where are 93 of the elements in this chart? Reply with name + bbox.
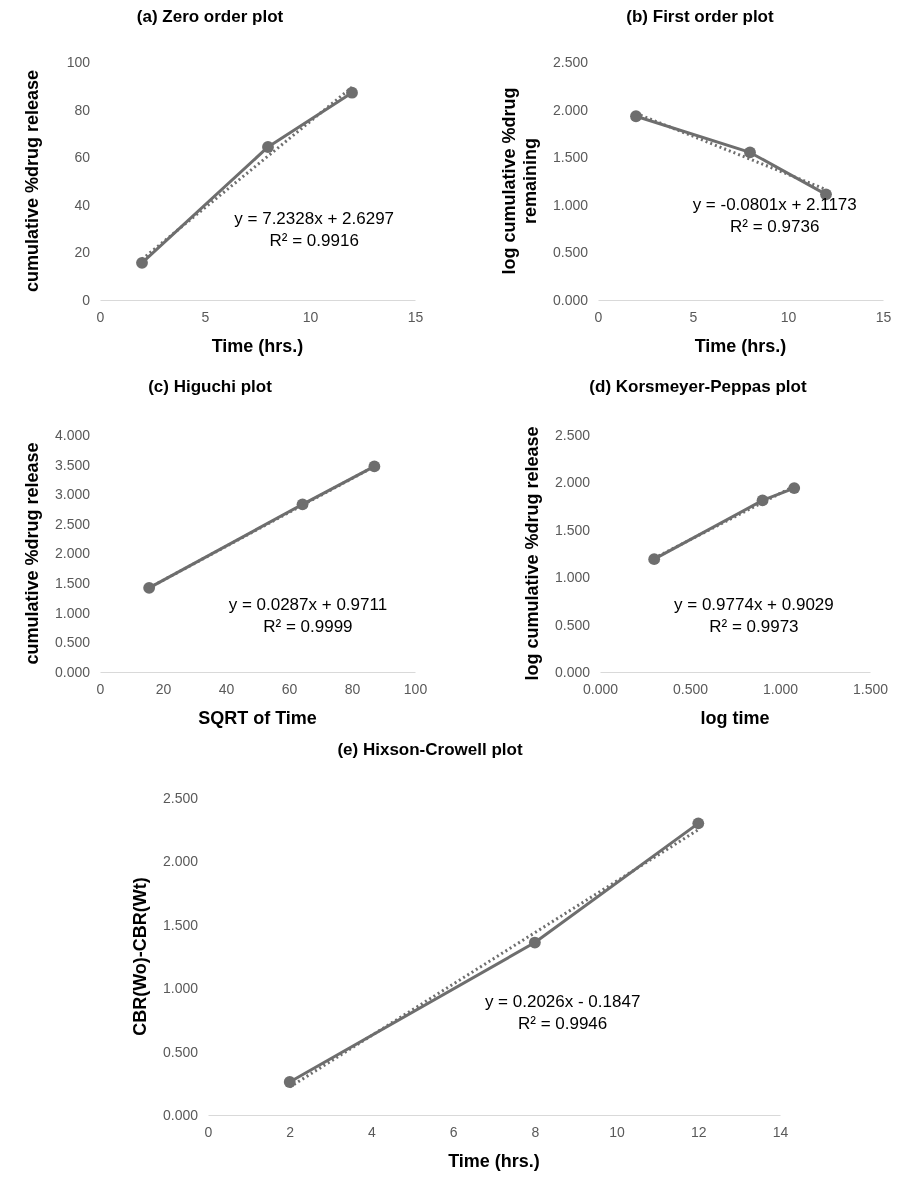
annotation: R² = 0.9736 bbox=[730, 216, 820, 236]
annotation: R² = 0.9973 bbox=[709, 617, 799, 637]
x-tick-label: 0 bbox=[594, 308, 603, 325]
x-tick-label: 5 bbox=[689, 308, 698, 325]
x-tick-label: 80 bbox=[344, 680, 361, 697]
y-axis-title: cumulative %drug release bbox=[22, 69, 42, 293]
y-tick-label: 100 bbox=[66, 53, 91, 70]
y-tick-label: 4.000 bbox=[54, 426, 91, 443]
x-tick-label: 10 bbox=[609, 1123, 626, 1140]
y-tick-label: 0.000 bbox=[162, 1106, 199, 1123]
y-tick-label: 1.500 bbox=[554, 521, 591, 538]
y-axis-title: log cumulative %drug release bbox=[522, 426, 542, 681]
y-tick-label: 0.500 bbox=[554, 616, 591, 633]
point bbox=[136, 256, 148, 269]
y-tick-label: 2.500 bbox=[162, 789, 199, 806]
x-tick-label: 1.000 bbox=[762, 680, 799, 697]
x-tick-label: 40 bbox=[218, 680, 235, 697]
y-tick-label: 2.500 bbox=[54, 515, 91, 532]
x-axis-title: log time bbox=[700, 708, 770, 728]
y-tick-label: 1.500 bbox=[54, 575, 91, 592]
y-tick-label: 60 bbox=[74, 149, 91, 166]
annotation: y = -0.0801x + 2.1173 bbox=[692, 194, 857, 214]
x-tick-label: 10 bbox=[302, 308, 319, 325]
x-tick-label: 2 bbox=[286, 1123, 295, 1140]
point bbox=[630, 110, 642, 123]
point bbox=[262, 141, 274, 153]
x-tick-label: 0 bbox=[96, 308, 105, 325]
y-tick-label: 2.000 bbox=[162, 853, 199, 870]
y-axis-title: log cumulative %drug remaining bbox=[499, 87, 540, 275]
y-tick-label: 0.000 bbox=[552, 291, 589, 308]
x-tick-label: 0.000 bbox=[582, 680, 619, 697]
y-axis-title: cumulative %drug release bbox=[22, 442, 42, 665]
y-tick-label: 3.500 bbox=[54, 456, 91, 473]
annotation: y = 0.9774x + 0.9029 bbox=[674, 595, 834, 615]
y-tick-label: 0.000 bbox=[554, 663, 591, 680]
x-tick-label: 0 bbox=[204, 1123, 213, 1140]
y-tick-label: 0.000 bbox=[54, 663, 91, 680]
x-tick-label: 5 bbox=[201, 308, 210, 325]
x-axis-title: Time (hrs.) bbox=[448, 1151, 540, 1171]
x-tick-label: 0 bbox=[96, 680, 105, 697]
x-tick-label: 60 bbox=[281, 680, 298, 697]
point bbox=[788, 482, 801, 494]
x-axis-title: Time (hrs.) bbox=[211, 336, 304, 356]
point bbox=[692, 817, 705, 830]
y-axis-title: CBR(Wo)-CBR(Wt) bbox=[130, 877, 150, 1036]
annotation: R² = 0.9946 bbox=[517, 1014, 608, 1034]
y-tick-label: 1.000 bbox=[552, 196, 589, 213]
x-tick-label: 8 bbox=[531, 1123, 540, 1140]
annotation: y = 0.0287x + 0.9711 bbox=[228, 595, 388, 615]
point bbox=[346, 86, 358, 99]
x-axis-title: SQRT of Time bbox=[198, 708, 317, 728]
annotation: y = 7.2328x + 2.6297 bbox=[234, 208, 395, 228]
y-tick-label: 1.500 bbox=[552, 149, 589, 166]
x-tick-label: 14 bbox=[772, 1123, 789, 1140]
x-tick-label: 100 bbox=[403, 680, 428, 697]
chart-title: (d) Korsmeyer-Peppas plot bbox=[589, 377, 807, 396]
point bbox=[744, 146, 756, 159]
x-tick-label: 10 bbox=[780, 308, 797, 325]
x-axis-title: Time (hrs.) bbox=[694, 336, 787, 356]
y-tick-label: 2.500 bbox=[552, 53, 589, 70]
x-tick-label: 1.500 bbox=[852, 680, 889, 697]
x-tick-label: 15 bbox=[407, 308, 424, 325]
y-tick-label: 40 bbox=[74, 196, 91, 213]
y-tick-label: 1.000 bbox=[554, 569, 591, 586]
x-tick-label: 15 bbox=[875, 308, 892, 325]
y-tick-label: 2.000 bbox=[552, 101, 589, 118]
annotation: y = 0.2026x - 0.1847 bbox=[484, 992, 641, 1012]
x-tick-label: 6 bbox=[449, 1123, 458, 1140]
point bbox=[143, 581, 156, 594]
chart-title: (b) First order plot bbox=[626, 7, 774, 26]
x-tick-label: 12 bbox=[691, 1123, 707, 1140]
y-tick-label: 0.500 bbox=[54, 634, 91, 651]
y-tick-label: 0 bbox=[82, 291, 91, 308]
point bbox=[648, 553, 661, 566]
y-tick-label: 0.500 bbox=[552, 244, 589, 261]
x-tick-label: 0.500 bbox=[672, 680, 709, 697]
chart-title: (c) Higuchi plot bbox=[148, 377, 273, 396]
x-tick-label: 4 bbox=[368, 1123, 377, 1140]
y-tick-label: 20 bbox=[74, 244, 91, 261]
y-tick-label: 80 bbox=[74, 101, 91, 118]
y-tick-label: 2.000 bbox=[54, 545, 91, 562]
y-tick-label: 0.500 bbox=[162, 1043, 199, 1060]
y-tick-label: 2.500 bbox=[554, 426, 591, 443]
chart-title: (a) Zero order plot bbox=[136, 7, 284, 26]
y-tick-label: 1.500 bbox=[162, 916, 199, 933]
y-tick-label: 2.000 bbox=[554, 474, 591, 491]
chart-title: (e) Hixson-Crowell plot bbox=[337, 740, 523, 759]
point bbox=[528, 936, 541, 949]
y-tick-label: 1.000 bbox=[54, 604, 91, 621]
y-tick-label: 3.000 bbox=[54, 486, 91, 503]
annotation: R² = 0.9999 bbox=[263, 617, 353, 637]
annotation: R² = 0.9916 bbox=[269, 230, 359, 250]
y-tick-label: 1.000 bbox=[162, 980, 199, 997]
